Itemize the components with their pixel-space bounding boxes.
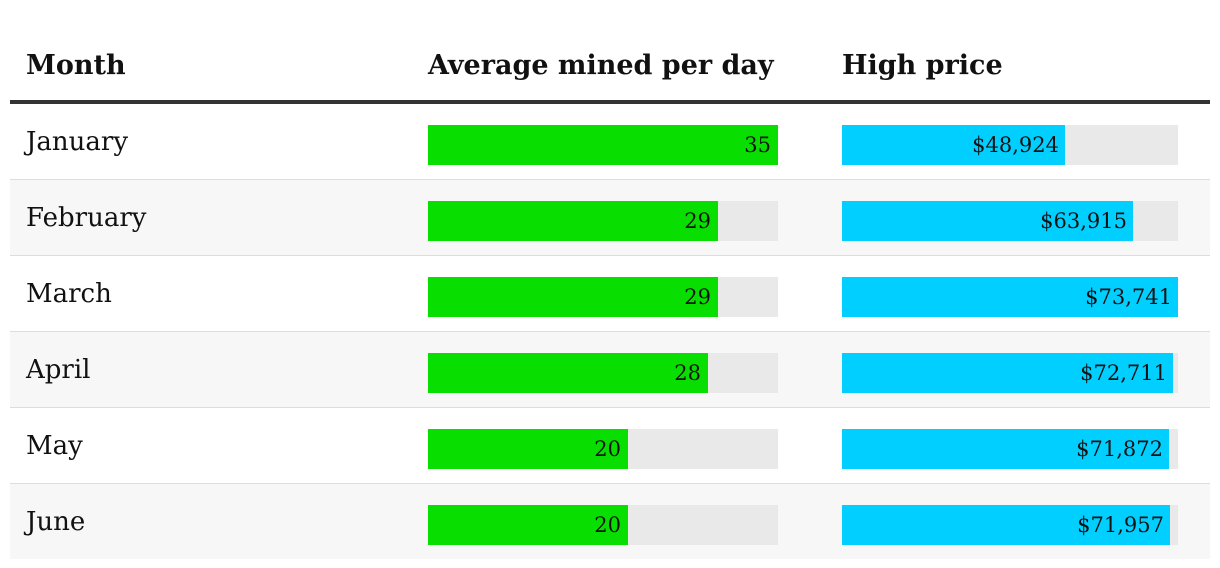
price-value-label: $71,872 — [1076, 437, 1163, 461]
month-label: February — [26, 203, 147, 233]
mined-bar-track: 20 — [428, 429, 778, 469]
header-month: Month — [26, 50, 126, 81]
price-bar — [842, 277, 1178, 317]
month-label: May — [26, 431, 83, 461]
month-label: April — [26, 355, 91, 385]
mined-bar — [428, 125, 778, 165]
table-header: Month Average mined per day High price — [10, 0, 1210, 104]
month-label: March — [26, 279, 112, 309]
mined-bar — [428, 277, 718, 317]
table-row: May 20 $71,872 — [10, 408, 1210, 484]
mined-bar — [428, 353, 708, 393]
price-value-label: $73,741 — [1085, 285, 1172, 309]
mined-value-label: 28 — [674, 361, 701, 385]
price-bar-track: $71,957 — [842, 505, 1178, 545]
price-bar — [842, 353, 1173, 393]
mined-value-label: 20 — [594, 437, 621, 461]
mined-value-label: 29 — [684, 285, 711, 309]
mined-bar-track: 35 — [428, 125, 778, 165]
table-row: April 28 $72,711 — [10, 332, 1210, 408]
mined-bar — [428, 505, 628, 545]
month-label: June — [26, 507, 86, 537]
price-bar — [842, 201, 1133, 241]
price-bar-track: $63,915 — [842, 201, 1178, 241]
price-bar-track: $73,741 — [842, 277, 1178, 317]
price-bar-track: $72,711 — [842, 353, 1178, 393]
price-bar — [842, 429, 1169, 469]
month-label: January — [26, 127, 129, 157]
price-bar-track: $71,872 — [842, 429, 1178, 469]
price-bar — [842, 125, 1065, 165]
price-value-label: $71,957 — [1077, 513, 1164, 537]
header-mined: Average mined per day — [428, 50, 774, 81]
price-value-label: $48,924 — [972, 133, 1059, 157]
bar-table: Month Average mined per day High price J… — [10, 0, 1210, 559]
mined-bar-track: 29 — [428, 277, 778, 317]
mined-bar-track: 20 — [428, 505, 778, 545]
mined-bar-track: 29 — [428, 201, 778, 241]
mined-bar — [428, 201, 718, 241]
table-body: January 35 $48,924 February 29 $63,915 March 29… — [10, 104, 1210, 559]
price-value-label: $72,711 — [1080, 361, 1167, 385]
mined-bar — [428, 429, 628, 469]
table-row: March 29 $73,741 — [10, 256, 1210, 332]
table-row: June 20 $71,957 — [10, 484, 1210, 559]
mined-value-label: 20 — [594, 513, 621, 537]
header-price: High price — [842, 50, 1003, 81]
mined-bar-track: 28 — [428, 353, 778, 393]
mined-value-label: 29 — [684, 209, 711, 233]
table-row: February 29 $63,915 — [10, 180, 1210, 256]
table-row: January 35 $48,924 — [10, 104, 1210, 180]
mined-value-label: 35 — [744, 133, 771, 157]
price-value-label: $63,915 — [1040, 209, 1127, 233]
price-bar-track: $48,924 — [842, 125, 1178, 165]
price-bar — [842, 505, 1170, 545]
